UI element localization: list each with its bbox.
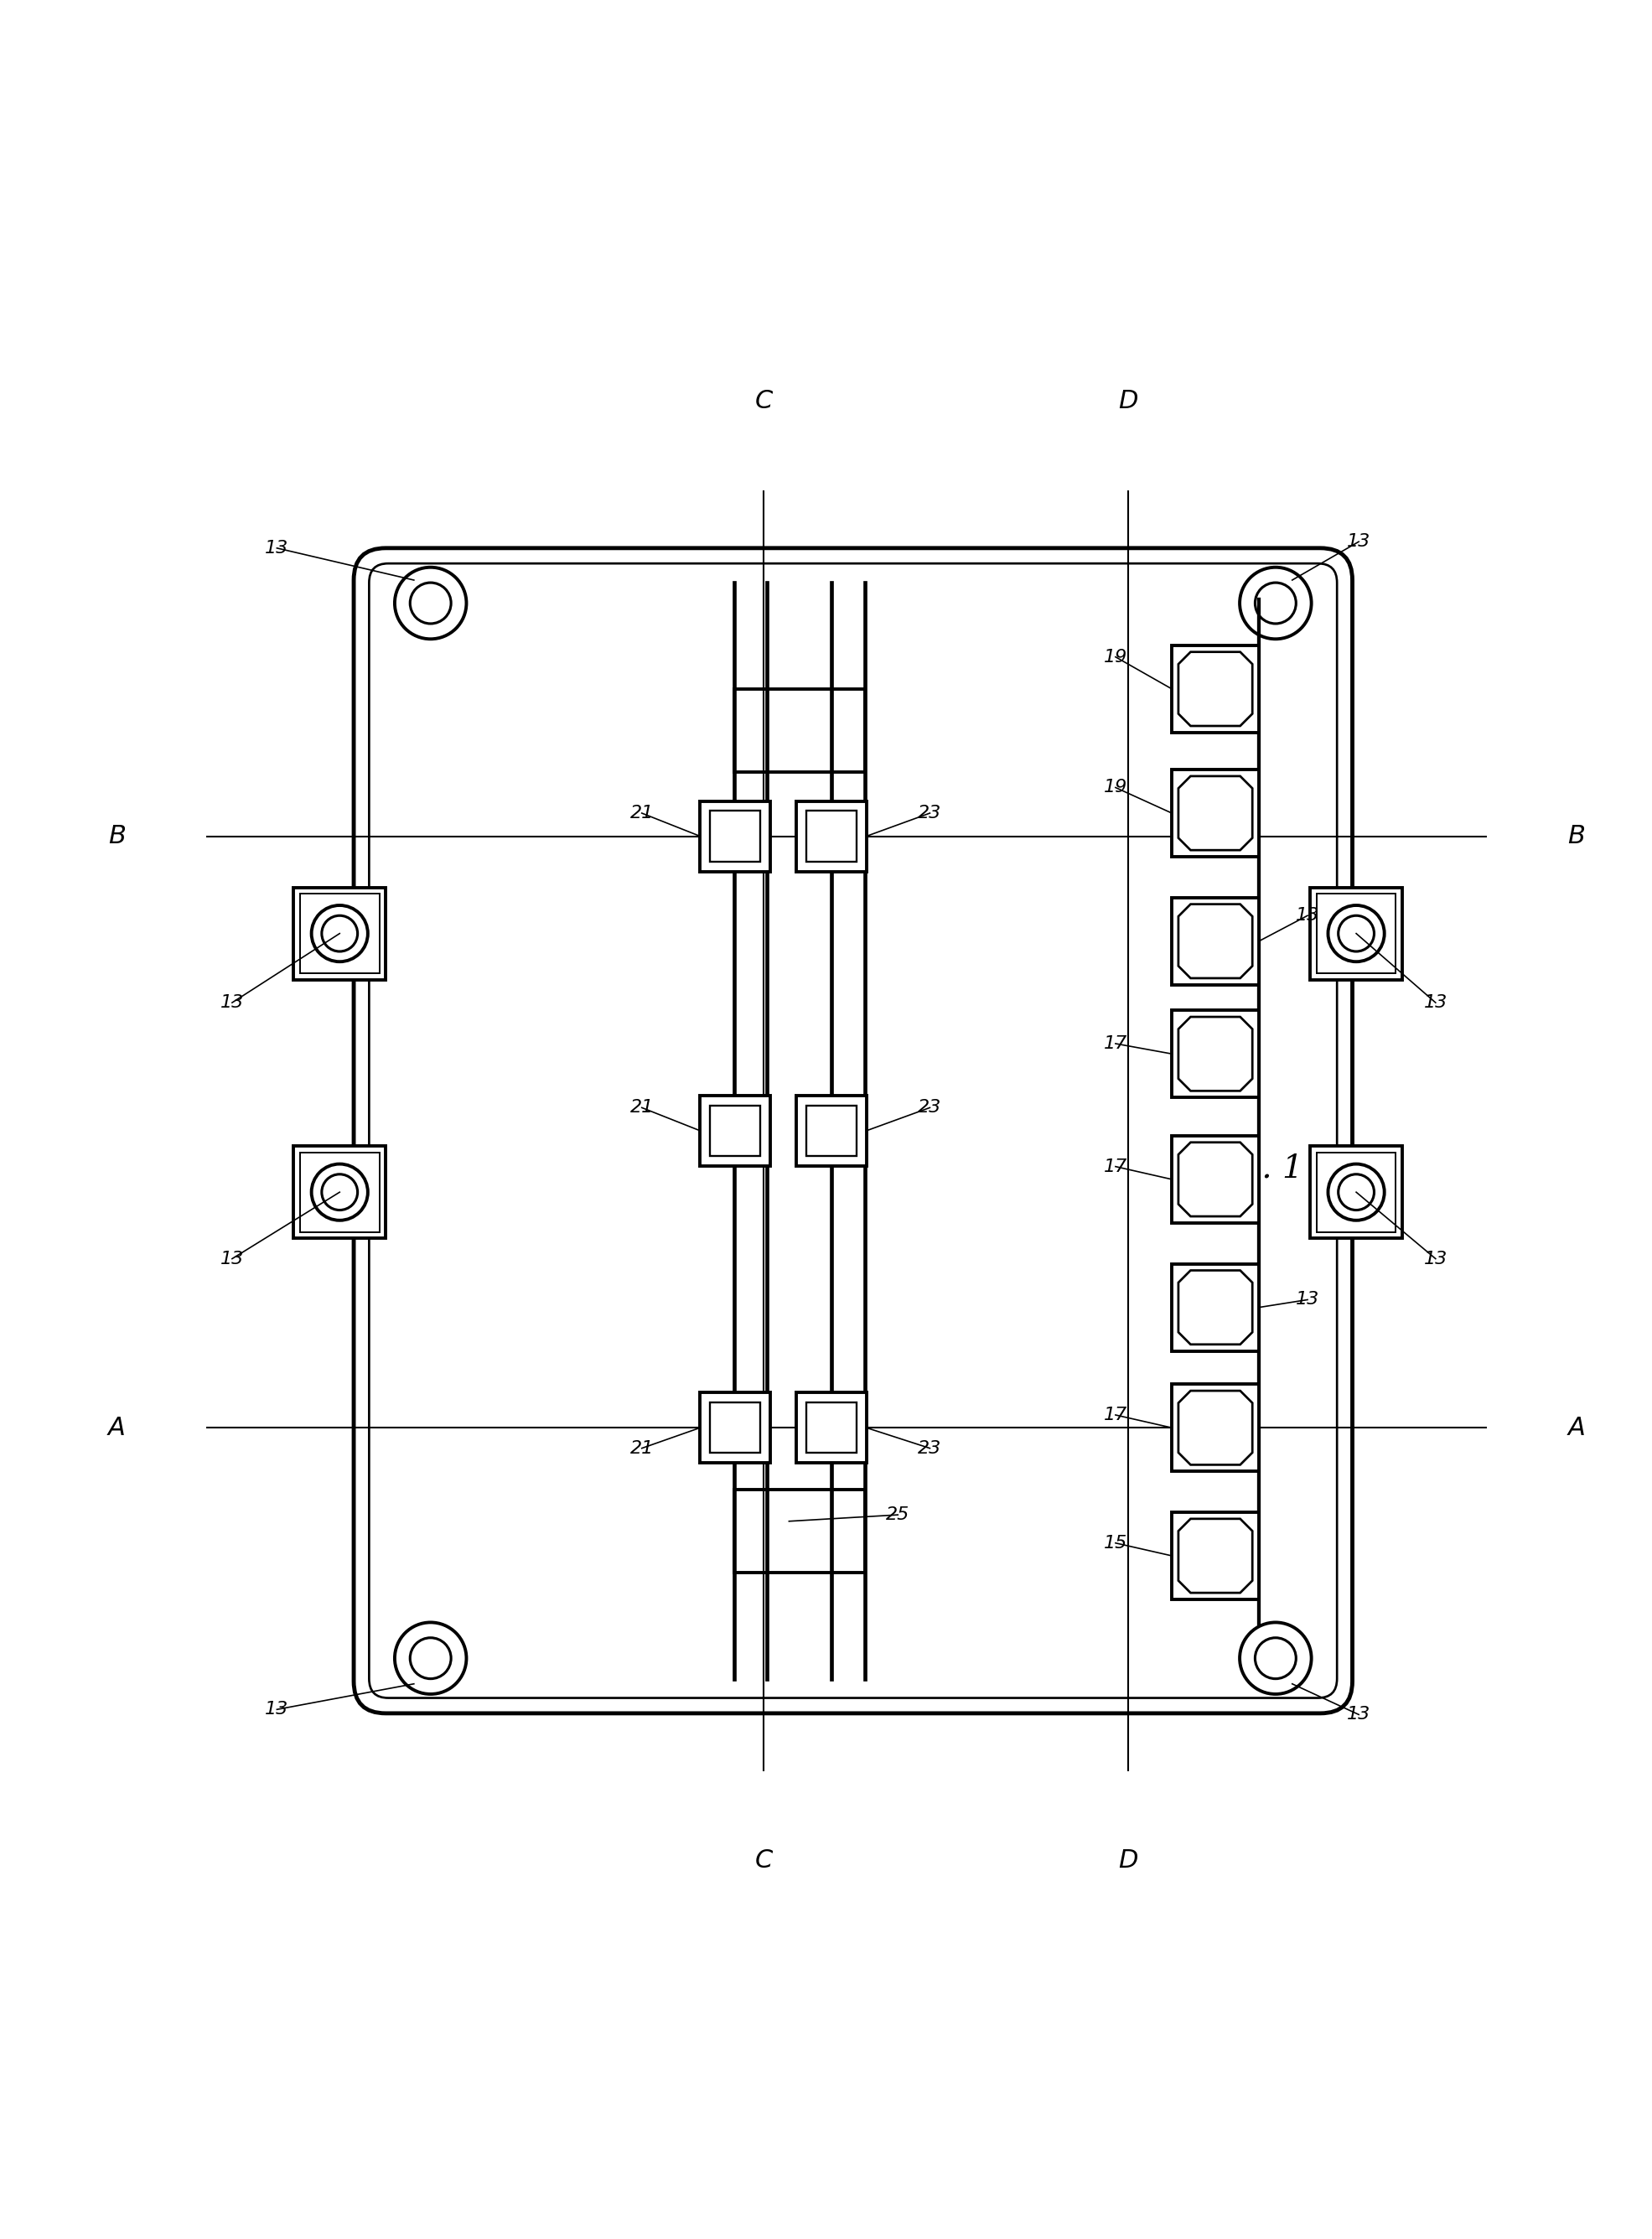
Bar	[1317, 893, 1396, 974]
Text: 13: 13	[1346, 1706, 1371, 1724]
Circle shape	[1184, 1276, 1246, 1339]
Text: 19: 19	[1104, 779, 1127, 795]
Circle shape	[1328, 1164, 1384, 1220]
Circle shape	[1184, 1023, 1246, 1084]
Text: 21: 21	[629, 804, 654, 822]
Text: D: D	[1118, 1849, 1138, 1872]
Polygon shape	[700, 802, 770, 871]
Text: 23: 23	[919, 1440, 942, 1458]
Text: 13: 13	[1424, 1249, 1447, 1267]
Polygon shape	[1171, 898, 1259, 985]
Text: 17: 17	[1104, 1034, 1127, 1052]
Text: 25: 25	[885, 1507, 910, 1523]
Text: 23: 23	[919, 804, 942, 822]
Text: 13: 13	[264, 540, 289, 558]
Polygon shape	[796, 1393, 867, 1462]
Text: 13: 13	[220, 1249, 244, 1267]
Polygon shape	[1171, 1010, 1259, 1097]
Circle shape	[395, 1623, 466, 1695]
Circle shape	[710, 1402, 762, 1453]
Circle shape	[806, 1402, 857, 1453]
Polygon shape	[1171, 1511, 1259, 1599]
Polygon shape	[796, 1095, 867, 1167]
Circle shape	[806, 1106, 857, 1155]
Polygon shape	[1171, 1263, 1259, 1350]
Text: 13: 13	[1424, 994, 1447, 1012]
Circle shape	[312, 905, 368, 963]
Text: 13: 13	[220, 994, 244, 1012]
Circle shape	[1184, 911, 1246, 972]
Polygon shape	[1171, 1384, 1259, 1471]
Circle shape	[1184, 1525, 1246, 1587]
Text: 23: 23	[919, 1099, 942, 1115]
Text: 17: 17	[1104, 1158, 1127, 1175]
Circle shape	[1184, 658, 1246, 719]
Text: B: B	[1568, 824, 1586, 849]
FancyBboxPatch shape	[354, 549, 1353, 1713]
Bar	[301, 1153, 380, 1231]
Bar	[1310, 1146, 1403, 1238]
Circle shape	[1239, 566, 1312, 638]
Polygon shape	[700, 1393, 770, 1462]
Polygon shape	[700, 1095, 770, 1167]
Circle shape	[710, 811, 762, 862]
Text: 13: 13	[264, 1702, 289, 1717]
Text: 13: 13	[1346, 533, 1371, 551]
Text: D: D	[1118, 390, 1138, 412]
Circle shape	[1239, 1623, 1312, 1695]
Bar	[294, 887, 387, 981]
Text: 15: 15	[1104, 1534, 1127, 1552]
Text: A: A	[107, 1415, 126, 1440]
Text: 21: 21	[629, 1440, 654, 1458]
Polygon shape	[1171, 645, 1259, 732]
Text: 13: 13	[1295, 907, 1320, 925]
Polygon shape	[1171, 1135, 1259, 1222]
Text: 17: 17	[1104, 1406, 1127, 1424]
Polygon shape	[1171, 770, 1259, 858]
Circle shape	[312, 1164, 368, 1220]
Circle shape	[710, 1106, 762, 1155]
Circle shape	[395, 566, 466, 638]
Text: B: B	[107, 824, 126, 849]
Circle shape	[1184, 1149, 1246, 1209]
Circle shape	[1184, 1397, 1246, 1458]
Polygon shape	[796, 802, 867, 871]
Text: 19: 19	[1104, 649, 1127, 665]
Text: A: A	[1568, 1415, 1586, 1440]
Text: Fig. 1: Fig. 1	[1209, 1153, 1303, 1184]
Bar	[294, 1146, 387, 1238]
Bar	[1317, 1153, 1396, 1231]
Circle shape	[1184, 781, 1246, 844]
Text: C: C	[755, 1849, 773, 1872]
Circle shape	[1328, 905, 1384, 963]
Circle shape	[806, 811, 857, 862]
Text: C: C	[755, 390, 773, 412]
Text: 21: 21	[629, 1099, 654, 1115]
Bar	[301, 893, 380, 974]
Bar	[1310, 887, 1403, 981]
Text: 13: 13	[1295, 1292, 1320, 1308]
